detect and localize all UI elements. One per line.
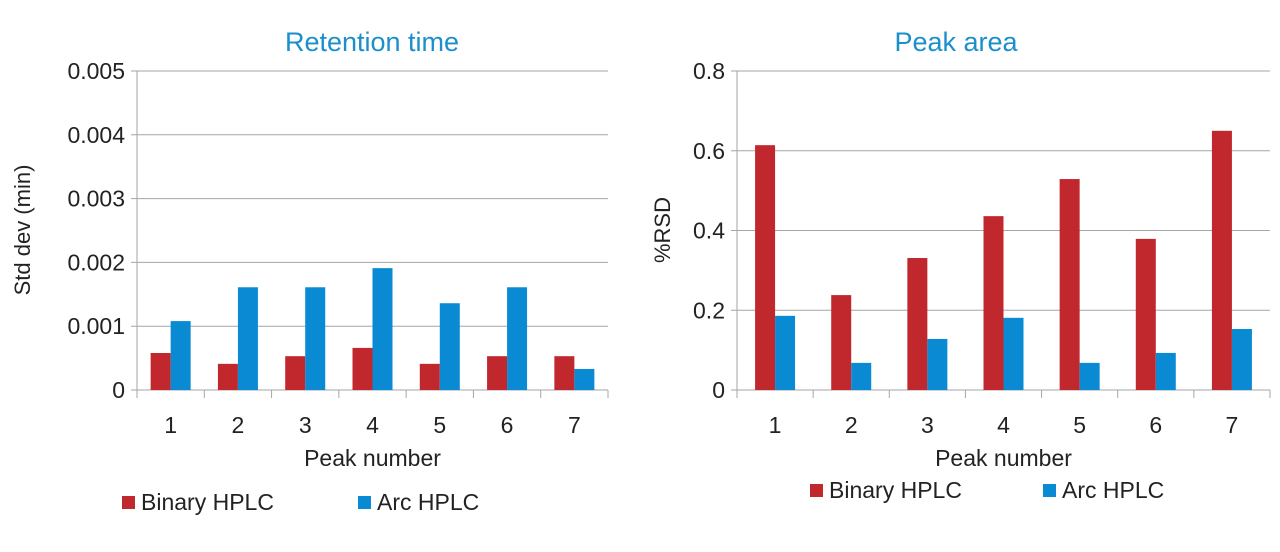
legend-label: Binary HPLC [829,477,962,503]
bar-binary-6 [487,356,508,390]
bar-arc-4 [372,268,393,390]
y-tick-label: 0.005 [67,58,125,84]
bar-binary-6 [1135,238,1156,390]
bar-arc-7 [1231,328,1252,390]
bar-arc-3 [927,338,948,390]
y-tick-label: 0.001 [67,313,125,339]
x-tick-label: 7 [568,412,581,438]
bar-binary-2 [217,363,238,390]
y-tick-label: 0.4 [693,218,725,244]
bar-binary-1 [755,145,776,390]
x-tick-label: 4 [366,412,379,438]
x-tick-label: 6 [1149,412,1162,438]
chart-title: Peak area [894,27,1018,57]
bar-arc-5 [1079,362,1100,390]
bar-binary-2 [831,295,852,390]
bar-arc-3 [305,287,326,390]
y-tick-label: 0.003 [67,186,125,212]
bar-binary-5 [1059,179,1080,390]
x-tick-label: 2 [232,412,245,438]
bar-binary-7 [554,356,575,390]
y-tick-label: 0.2 [693,297,725,323]
x-tick-label: 7 [1226,412,1239,438]
bar-arc-1 [170,321,191,390]
x-tick-label: 6 [501,412,514,438]
legend-swatch-arc [358,496,371,509]
x-tick-label: 4 [997,412,1010,438]
y-tick-label: 0.002 [67,249,125,275]
x-tick-label: 2 [845,412,858,438]
bar-binary-3 [285,356,306,390]
x-axis-label: Peak number [935,445,1072,471]
bar-arc-6 [507,287,528,390]
y-tick-label: 0 [712,377,725,403]
bar-arc-4 [1003,317,1024,390]
y-tick-label: 0 [112,377,125,403]
bar-arc-6 [1155,352,1176,390]
bar-binary-5 [419,363,440,390]
bar-arc-5 [439,303,460,390]
legend-swatch-arc [1043,484,1056,497]
legend-swatch-binary [810,484,823,497]
bar-binary-4 [352,347,373,390]
bar-binary-4 [983,216,1004,390]
bar-arc-7 [574,368,595,390]
legend-label: Arc HPLC [377,489,479,515]
y-axis-label: %RSD [650,197,675,263]
x-tick-label: 3 [299,412,312,438]
bar-arc-2 [851,362,872,390]
bar-binary-7 [1211,130,1232,390]
bar-arc-1 [775,315,796,390]
x-tick-label: 5 [1073,412,1086,438]
x-tick-label: 3 [921,412,934,438]
legend-label: Arc HPLC [1062,477,1164,503]
bar-binary-3 [907,258,928,390]
chart-title: Retention time [285,27,459,57]
legend-swatch-binary [122,496,135,509]
y-axis-label: Std dev (min) [10,165,35,296]
y-tick-label: 0.004 [67,122,125,148]
y-tick-label: 0.8 [693,58,725,84]
bar-binary-1 [150,352,171,390]
y-tick-label: 0.6 [693,138,725,164]
x-tick-label: 5 [433,412,446,438]
x-axis-label: Peak number [304,445,441,471]
bar-arc-2 [237,287,258,390]
legend-label: Binary HPLC [141,489,274,515]
x-tick-label: 1 [164,412,177,438]
x-tick-label: 1 [769,412,782,438]
